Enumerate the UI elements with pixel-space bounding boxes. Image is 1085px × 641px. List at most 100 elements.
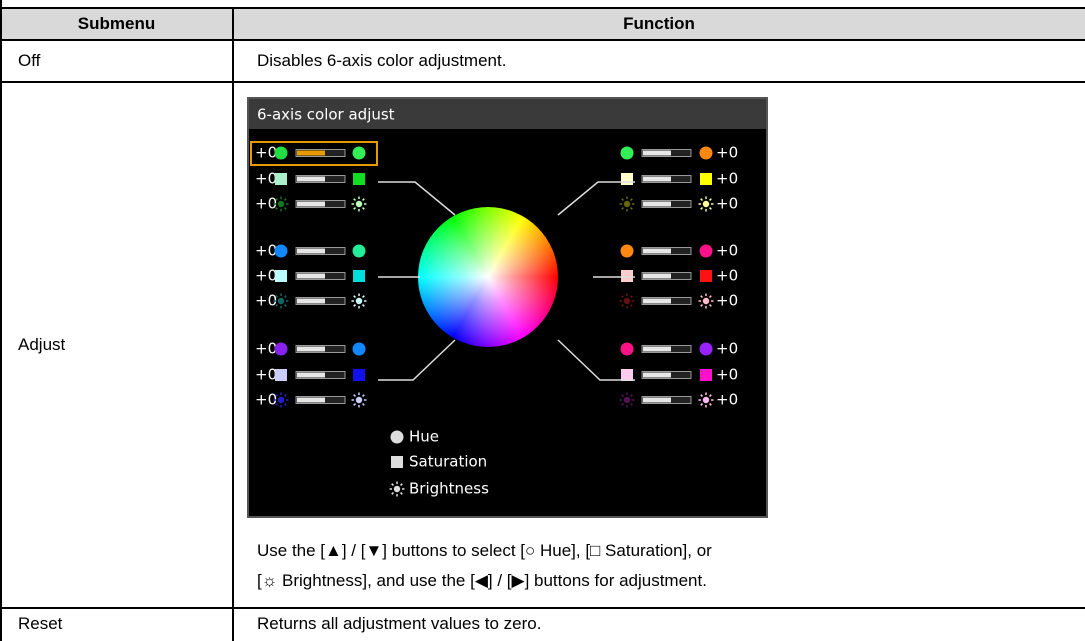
rule (0, 607, 1085, 609)
hue-icon (274, 146, 288, 160)
slider-fill (297, 372, 325, 378)
slider-fill (297, 248, 325, 254)
slider-fill (297, 176, 325, 182)
slider-fill (643, 372, 671, 378)
value: +0 (255, 340, 277, 358)
slider-fill (297, 150, 325, 156)
value: +0 (716, 391, 738, 409)
brightness-ray (709, 403, 712, 406)
brightness-ray (700, 198, 703, 201)
hue-icon (620, 146, 634, 160)
slider-fill (297, 273, 325, 279)
brightness-ray (621, 207, 624, 210)
instruction-line: Use the [▲] / [▼] buttons to select [○ H… (257, 541, 712, 560)
brightness-ray (391, 492, 394, 495)
hue-icon (274, 244, 288, 258)
slider-fill (297, 346, 325, 352)
value: +0 (255, 267, 277, 285)
brightness-ray (400, 492, 403, 495)
brightness-ray (362, 295, 365, 298)
brightness-ray (630, 304, 633, 307)
value: +0 (716, 242, 738, 260)
value: +0 (255, 195, 277, 213)
slider-fill (297, 397, 325, 403)
hue-icon (352, 146, 366, 160)
submenu: Reset (18, 614, 63, 633)
brightness-ray (362, 394, 365, 397)
value: +0 (716, 340, 738, 358)
hue-icon (699, 342, 713, 356)
brightness-ray (700, 304, 703, 307)
brightness-ray (630, 198, 633, 201)
brightness-icon (623, 396, 631, 404)
brightness-icon (702, 396, 710, 404)
brightness-ray (400, 483, 403, 486)
brightness-icon (623, 200, 631, 208)
title-bar (249, 99, 766, 129)
brightness-ray (284, 304, 287, 307)
brightness-ray (700, 394, 703, 397)
hue-icon (274, 342, 288, 356)
saturation-icon (275, 369, 287, 381)
header-cell: Function (623, 14, 695, 33)
hue-icon (620, 342, 634, 356)
legend-label: Saturation (409, 453, 487, 471)
saturation-icon (275, 270, 287, 282)
slider-fill (643, 150, 671, 156)
brightness-ray (630, 403, 633, 406)
submenu: Off (18, 51, 41, 70)
saturation-icon (275, 173, 287, 185)
brightness-icon (702, 297, 710, 305)
brightness-ray (630, 394, 633, 397)
submenu: Adjust (18, 335, 66, 354)
slider-fill (643, 248, 671, 254)
connector (378, 181, 456, 216)
rule (0, 81, 1085, 83)
hue-icon (390, 430, 404, 444)
brightness-icon (355, 396, 363, 404)
rule (0, 7, 1085, 9)
brightness-ray (709, 207, 712, 210)
legend-label: Hue (409, 428, 439, 446)
hue-icon (699, 146, 713, 160)
brightness-ray (700, 207, 703, 210)
brightness-icon (393, 485, 401, 493)
connector (557, 181, 635, 216)
brightness-ray (621, 394, 624, 397)
value: +0 (716, 144, 738, 162)
legend-label: Brightness (409, 480, 489, 498)
saturation-icon (353, 369, 365, 381)
value: +0 (255, 144, 277, 162)
brightness-ray (362, 403, 365, 406)
rule (0, 0, 2, 641)
value: +0 (716, 195, 738, 213)
screen-title: 6-axis color adjust (257, 106, 395, 124)
brightness-ray (275, 295, 278, 298)
function: Returns all adjustment values to zero. (257, 614, 542, 633)
value: +0 (255, 366, 277, 384)
screen-frame (247, 97, 768, 518)
value: +0 (716, 267, 738, 285)
value: +0 (716, 292, 738, 310)
value: +0 (255, 292, 277, 310)
brightness-icon (702, 200, 710, 208)
slider-fill (643, 176, 671, 182)
brightness-ray (275, 198, 278, 201)
slider-fill (643, 273, 671, 279)
brightness-ray (621, 403, 624, 406)
brightness-ray (362, 198, 365, 201)
saturation-icon (700, 270, 712, 282)
brightness-ray (275, 403, 278, 406)
connector (378, 339, 456, 381)
saturation-icon (621, 369, 633, 381)
saturation-icon (700, 369, 712, 381)
brightness-icon (277, 396, 285, 404)
brightness-ray (275, 394, 278, 397)
slider-fill (643, 397, 671, 403)
brightness-ray (621, 295, 624, 298)
brightness-ray (700, 403, 703, 406)
slider-fill (643, 346, 671, 352)
hue-icon (352, 342, 366, 356)
rule (232, 8, 234, 641)
